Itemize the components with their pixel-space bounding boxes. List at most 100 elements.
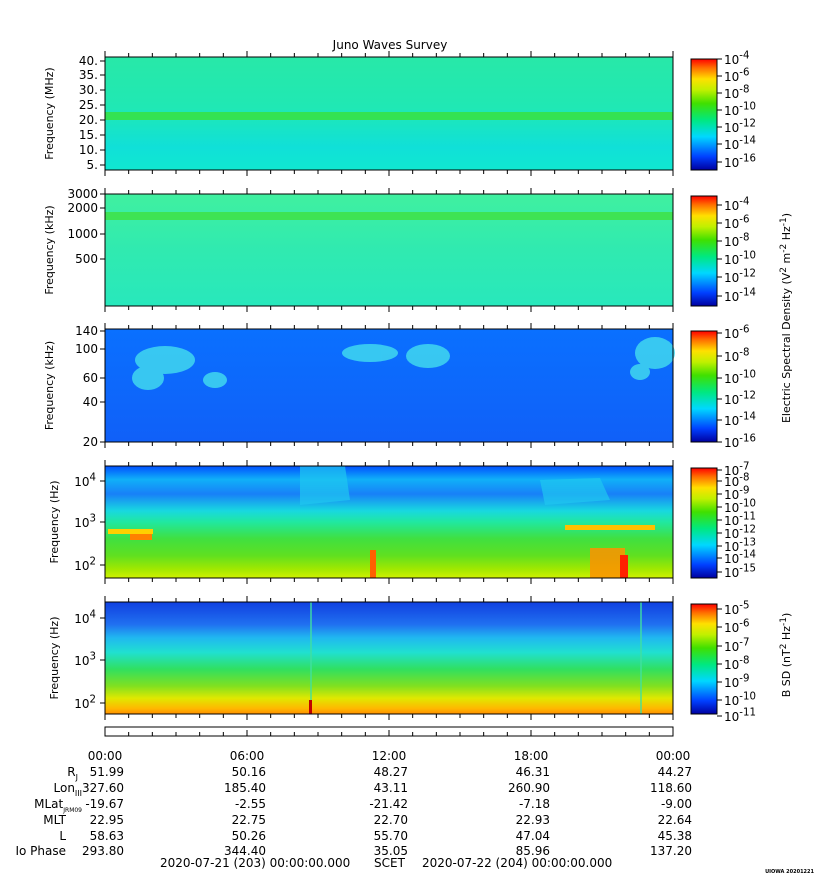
panel-1-ytick-label: 25. bbox=[79, 98, 98, 112]
panel-4-ytick-label: 103 bbox=[74, 514, 96, 530]
panel-5-features bbox=[309, 602, 642, 714]
ephemeris-value: 22.95 bbox=[90, 813, 124, 827]
electric-colorbar-title: Electric Spectral Density (V2 m-2 Hz-1) bbox=[779, 213, 793, 423]
panel-1-ytick-label: 30. bbox=[79, 83, 98, 97]
ephemeris-value: 51.99 bbox=[90, 765, 124, 779]
panel-4-ylabel: Frequency (Hz) bbox=[48, 481, 61, 564]
ephemeris-value: 22.93 bbox=[516, 813, 550, 827]
time-tick-label: 12:00 bbox=[372, 749, 407, 763]
colorbar-5-tick-label: 10-11 bbox=[724, 708, 756, 724]
panel-3-ytick-label: 40 bbox=[83, 395, 98, 409]
colorbar-5 bbox=[690, 603, 718, 715]
panel-5-ytick-label: 103 bbox=[74, 652, 96, 668]
panel-3-ytick-label: 140 bbox=[75, 324, 98, 338]
panel-frames bbox=[104, 51, 674, 720]
colorbar-2-tick-label: 10-10 bbox=[724, 251, 756, 267]
ephemeris-value: 185.40 bbox=[224, 781, 266, 795]
panel-5-ytick-label: 104 bbox=[74, 610, 96, 626]
figure-title: Juno Waves Survey bbox=[332, 38, 448, 52]
colorbar-1-tick-label: 10-12 bbox=[724, 119, 756, 135]
time-tick-label: 00:00 bbox=[656, 749, 691, 763]
colorbar-5-tick-label: 10-9 bbox=[724, 674, 749, 690]
colorbar-4 bbox=[690, 467, 718, 579]
ephemeris-value: 22.64 bbox=[658, 813, 692, 827]
colorbar-2-tick-label: 10-12 bbox=[724, 269, 756, 285]
colorbar-4-tick-label: 10-13 bbox=[724, 538, 756, 554]
ephemeris-label: L bbox=[59, 829, 66, 843]
panel-4-features bbox=[108, 466, 655, 578]
magnetic-colorbar-title: B SD (nT2 Hz-1) bbox=[779, 613, 793, 698]
ephemeris-value: 260.90 bbox=[508, 781, 550, 795]
colorbar-1 bbox=[690, 58, 718, 171]
ephemeris-value: 44.27 bbox=[658, 765, 692, 779]
time-tick-label: 00:00 bbox=[88, 749, 123, 763]
panel-2-ytick-label: 500 bbox=[75, 252, 98, 266]
colorbar-5-tick-label: 10-6 bbox=[724, 619, 749, 635]
ephemeris-value: 22.70 bbox=[374, 813, 408, 827]
colorbar-1-tick-label: 10-4 bbox=[724, 51, 749, 67]
ephemeris-label: RJ bbox=[67, 765, 78, 782]
colorbar-3-tick-label: 10-14 bbox=[724, 412, 756, 428]
colorbar-1-tick-label: 10-10 bbox=[724, 102, 756, 118]
panel-1-ytick-label: 20. bbox=[79, 113, 98, 127]
ephemeris-label: MLatJRM09 bbox=[34, 797, 82, 814]
colorbar-5-tick-label: 10-8 bbox=[724, 656, 749, 672]
colorbar-3-tick-label: 10-6 bbox=[724, 325, 749, 341]
ephemeris-value: 22.75 bbox=[232, 813, 266, 827]
ephemeris-label: Io Phase bbox=[15, 844, 66, 858]
colorbar-5-tick-label: 10-10 bbox=[724, 692, 756, 708]
ephemeris-value: 137.20 bbox=[650, 844, 692, 858]
colorbar-3-tick-label: 10-10 bbox=[724, 370, 756, 386]
colorbar-4-tick-label: 10-10 bbox=[724, 499, 756, 515]
colorbar-2-tick-label: 10-14 bbox=[724, 288, 756, 304]
colorbar-5-tick-label: 10-5 bbox=[724, 601, 749, 617]
panel-2-ytick-label: 3000 bbox=[67, 187, 98, 201]
ephemeris-value: 85.96 bbox=[516, 844, 550, 858]
panel-3-ytick-label: 20 bbox=[83, 435, 98, 449]
colorbar-2-tick-label: 10-4 bbox=[724, 197, 749, 213]
colorbar-4-tick-label: 10-9 bbox=[724, 486, 749, 502]
panel-4-ytick-label: 102 bbox=[74, 557, 96, 573]
ephemeris-value: -9.00 bbox=[661, 797, 692, 811]
panel-1-ylabel: Frequency (MHz) bbox=[43, 67, 56, 159]
ephemeris-value: 293.80 bbox=[82, 844, 124, 858]
panel-1-ytick-label: 10. bbox=[79, 143, 98, 157]
panel-2-ytick-label: 2000 bbox=[67, 201, 98, 215]
ephemeris-value: 55.70 bbox=[374, 829, 408, 843]
ephemeris-value: 50.26 bbox=[232, 829, 266, 843]
scet-start: 2020-07-21 (203) 00:00:00.000 bbox=[160, 856, 350, 870]
colorbar-4-tick-label: 10-15 bbox=[724, 564, 756, 580]
ephemeris-value: 46.31 bbox=[516, 765, 550, 779]
colorbar-1-tick-label: 10-6 bbox=[724, 68, 749, 84]
footer-mark: UIOWA 20201221 bbox=[765, 869, 814, 875]
panel-1-band bbox=[105, 112, 673, 120]
ephemeris-value: 118.60 bbox=[650, 781, 692, 795]
ephemeris-value: -19.67 bbox=[85, 797, 124, 811]
ephemeris-label: MLT bbox=[43, 813, 66, 827]
ephemeris-value: 58.63 bbox=[90, 829, 124, 843]
panel-3-ytick-label: 100 bbox=[75, 342, 98, 356]
colorbar-3-tick-label: 10-16 bbox=[724, 434, 756, 450]
panel-4-ytick-label: 104 bbox=[74, 473, 96, 489]
panel-3-emission-blobs bbox=[132, 337, 675, 390]
panel-1-ytick-label: 15. bbox=[79, 128, 98, 142]
panel-3-spectrogram bbox=[105, 329, 673, 442]
panel-2-ytick-label: 1000 bbox=[67, 227, 98, 241]
colorbars: 10-410-610-810-1010-1210-1410-1610-410-6… bbox=[690, 51, 793, 724]
time-axis: 00:00 06:00 12:00 18:00 00:00 bbox=[88, 730, 691, 763]
panel-1-ytick-label: 35. bbox=[79, 68, 98, 82]
panel-2-spectrogram bbox=[105, 194, 673, 306]
panel-2-ylabel: Frequency (kHz) bbox=[43, 205, 56, 294]
panel-5-ytick-label: 102 bbox=[74, 695, 96, 711]
panel-3-ytick-label: 60 bbox=[83, 371, 98, 385]
colorbar-3-tick-label: 10-12 bbox=[724, 391, 756, 407]
panel-3-ylabel: Frequency (kHz) bbox=[43, 341, 56, 430]
ephemeris-value: -21.42 bbox=[369, 797, 408, 811]
time-tick-label: 06:00 bbox=[230, 749, 265, 763]
colorbar-5-tick-label: 10-7 bbox=[724, 638, 749, 654]
ephemeris-value: 35.05 bbox=[374, 844, 408, 858]
colorbar-2-tick-label: 10-8 bbox=[724, 233, 749, 249]
ephemeris-value: 344.40 bbox=[224, 844, 266, 858]
ephemeris-label: LonIII bbox=[54, 781, 83, 798]
